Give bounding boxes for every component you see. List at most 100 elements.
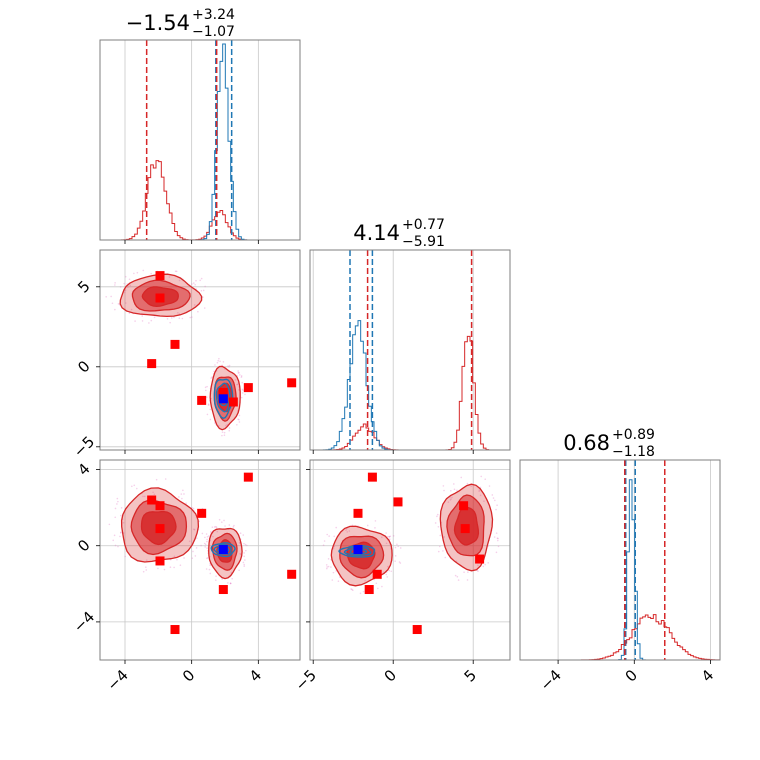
sample-dot bbox=[114, 507, 117, 510]
sample-dot bbox=[224, 525, 226, 527]
sample-dot bbox=[128, 278, 131, 281]
sample-dot bbox=[244, 559, 246, 561]
red-square-marker bbox=[393, 497, 403, 507]
sample-dot bbox=[228, 524, 231, 526]
sample-dot bbox=[155, 478, 158, 481]
sample-dot bbox=[114, 282, 116, 284]
sample-dot bbox=[222, 361, 225, 363]
sample-dot bbox=[387, 535, 389, 538]
sample-dot bbox=[470, 485, 473, 487]
sample-dot bbox=[219, 360, 221, 363]
x-tick-label: 4 bbox=[698, 666, 717, 685]
sample-dot bbox=[150, 272, 152, 275]
red-square-marker bbox=[460, 524, 470, 534]
title-value: 0.68 bbox=[563, 431, 610, 455]
sample-dot bbox=[119, 532, 122, 534]
sample-dot bbox=[497, 537, 499, 540]
sample-dot bbox=[175, 270, 178, 273]
sample-dot bbox=[216, 530, 219, 533]
sample-dot bbox=[239, 374, 241, 376]
sample-dot bbox=[436, 515, 438, 518]
panel-frame bbox=[99, 459, 301, 661]
sample-dot bbox=[236, 424, 238, 426]
sample-dot bbox=[124, 555, 126, 558]
sample-dot bbox=[153, 316, 156, 319]
red-histogram bbox=[520, 614, 720, 660]
sample-dot bbox=[375, 582, 378, 585]
y-tick-label: 4 bbox=[74, 460, 93, 479]
sample-dot bbox=[493, 536, 496, 538]
sample-dot bbox=[193, 528, 195, 531]
sample-dot bbox=[208, 568, 211, 571]
sample-dot bbox=[388, 536, 391, 538]
sample-dot bbox=[206, 536, 209, 538]
sample-dot bbox=[211, 526, 214, 528]
sample-dot bbox=[450, 498, 452, 500]
sample-dot bbox=[194, 555, 197, 557]
sample-dot bbox=[242, 534, 245, 536]
red-square-marker bbox=[155, 556, 165, 566]
red-sample-cloud bbox=[434, 475, 500, 581]
sample-dot bbox=[200, 544, 202, 547]
sample-dot bbox=[227, 582, 229, 584]
sample-dot bbox=[152, 491, 154, 494]
sample-dot bbox=[238, 569, 240, 572]
sample-dot bbox=[207, 403, 210, 405]
sample-dot bbox=[374, 527, 376, 529]
title-value: 4.14 bbox=[353, 221, 400, 245]
sample-dot bbox=[479, 494, 482, 497]
red-square-marker bbox=[353, 508, 363, 518]
sample-dot bbox=[434, 522, 437, 524]
red-square-marker bbox=[372, 569, 382, 579]
sample-dot bbox=[218, 424, 220, 427]
sample-dot bbox=[206, 385, 208, 388]
sample-dot bbox=[117, 303, 120, 305]
sample-dot bbox=[238, 414, 241, 417]
red-square-marker bbox=[287, 378, 297, 388]
sample-dot bbox=[225, 424, 227, 427]
sample-dot bbox=[326, 567, 328, 570]
sample-dot bbox=[487, 562, 490, 564]
sample-dot bbox=[443, 536, 446, 538]
sample-dot bbox=[326, 566, 328, 568]
sample-dot bbox=[211, 376, 213, 378]
sample-dot bbox=[322, 544, 325, 547]
panel-frame bbox=[99, 39, 301, 241]
sample-dot bbox=[123, 282, 125, 285]
sample-dot bbox=[105, 295, 107, 298]
blue-contour bbox=[343, 546, 372, 557]
sample-dot bbox=[215, 526, 218, 529]
diag-panel-1 bbox=[309, 249, 511, 451]
sample-dot bbox=[110, 295, 112, 298]
sample-dot bbox=[194, 283, 196, 286]
sample-dot bbox=[168, 276, 171, 278]
sample-dot bbox=[193, 528, 196, 531]
sample-dot bbox=[460, 476, 463, 479]
sample-dot bbox=[124, 289, 127, 291]
red-square-marker bbox=[287, 569, 297, 579]
sample-dot bbox=[331, 579, 334, 581]
sample-dot bbox=[246, 544, 248, 547]
sample-dot bbox=[366, 524, 369, 527]
sample-dot bbox=[185, 502, 187, 504]
sample-dot bbox=[449, 499, 452, 501]
sample-dot bbox=[238, 389, 240, 391]
sample-dot bbox=[203, 307, 206, 309]
sample-dot bbox=[385, 573, 388, 576]
red-histogram bbox=[100, 160, 300, 240]
sample-dot bbox=[229, 582, 232, 585]
blue-contour bbox=[213, 378, 234, 420]
sample-dot bbox=[192, 550, 194, 553]
sample-dot bbox=[190, 316, 193, 318]
sample-dot bbox=[153, 493, 156, 496]
sample-dot bbox=[209, 531, 212, 533]
sample-dot bbox=[135, 487, 138, 490]
sample-dot bbox=[124, 302, 127, 304]
sample-dot bbox=[206, 557, 209, 559]
sample-dot bbox=[243, 555, 246, 558]
sample-dot bbox=[215, 579, 217, 581]
sample-dot bbox=[325, 564, 328, 566]
blue-contour bbox=[215, 382, 231, 413]
sample-dot bbox=[478, 490, 480, 493]
